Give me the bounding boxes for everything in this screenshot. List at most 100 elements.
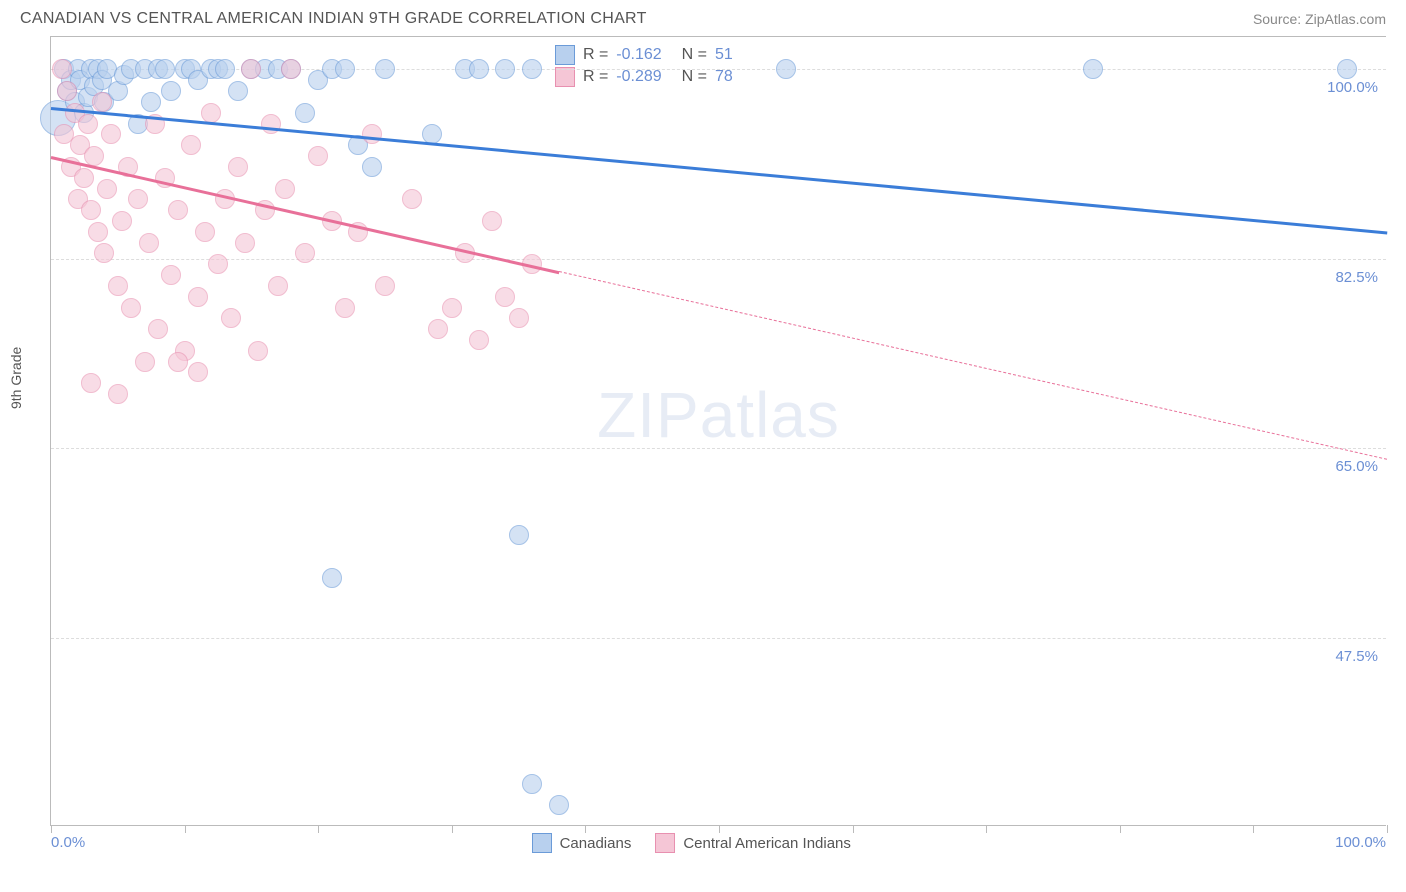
data-point xyxy=(135,352,155,372)
data-point xyxy=(375,59,395,79)
x-tick xyxy=(719,825,720,833)
x-tick xyxy=(1387,825,1388,833)
data-point xyxy=(495,287,515,307)
gridline xyxy=(51,259,1386,260)
data-point xyxy=(509,525,529,545)
legend-label-central: Central American Indians xyxy=(683,835,851,852)
data-point xyxy=(322,568,342,588)
legend-label-canadians: Canadians xyxy=(560,835,632,852)
data-point xyxy=(97,179,117,199)
data-point xyxy=(295,243,315,263)
n-value-central: 78 xyxy=(715,68,733,86)
data-point xyxy=(248,341,268,361)
data-point xyxy=(84,146,104,166)
data-point xyxy=(161,265,181,285)
data-point xyxy=(375,276,395,296)
data-point xyxy=(402,189,422,209)
y-tick-label: 65.0% xyxy=(1335,458,1378,475)
data-point xyxy=(268,276,288,296)
data-point xyxy=(52,59,72,79)
x-label-max: 100.0% xyxy=(1335,834,1386,851)
legend-item-canadians: Canadians xyxy=(532,833,632,853)
gridline xyxy=(51,448,1386,449)
data-point xyxy=(335,59,355,79)
data-point xyxy=(108,276,128,296)
y-tick-label: 82.5% xyxy=(1335,269,1378,286)
regression-line-extrapolated xyxy=(559,271,1388,460)
x-tick xyxy=(185,825,186,833)
r-value-central: -0.289 xyxy=(616,68,661,86)
data-point xyxy=(168,200,188,220)
stats-row-canadians: R = -0.162 N = 51 xyxy=(555,45,745,65)
gridline xyxy=(51,638,1386,639)
n-label: N = xyxy=(682,68,707,86)
data-point xyxy=(78,114,98,134)
n-value-canadians: 51 xyxy=(715,46,733,64)
chart-title: CANADIAN VS CENTRAL AMERICAN INDIAN 9TH … xyxy=(20,10,647,28)
r-label: R = xyxy=(583,46,608,64)
r-label: R = xyxy=(583,68,608,86)
x-tick xyxy=(51,825,52,833)
data-point xyxy=(522,59,542,79)
data-point xyxy=(94,243,114,263)
data-point xyxy=(235,233,255,253)
data-point xyxy=(482,211,502,231)
data-point xyxy=(275,179,295,199)
watermark-atlas: atlas xyxy=(700,379,840,451)
y-axis-title: 9th Grade xyxy=(8,347,24,409)
data-point xyxy=(57,81,77,101)
stats-legend: R = -0.162 N = 51 R = -0.289 N = 78 xyxy=(545,39,755,93)
data-point xyxy=(469,330,489,350)
x-tick xyxy=(318,825,319,833)
data-point xyxy=(168,352,188,372)
data-point xyxy=(139,233,159,253)
x-tick xyxy=(986,825,987,833)
data-point xyxy=(88,222,108,242)
data-point xyxy=(776,59,796,79)
data-point xyxy=(188,362,208,382)
scatter-chart: 9th Grade ZIPatlas R = -0.162 N = 51 R =… xyxy=(50,36,1386,826)
data-point xyxy=(188,287,208,307)
data-point xyxy=(228,157,248,177)
x-label-min: 0.0% xyxy=(51,834,85,851)
data-point xyxy=(495,59,515,79)
data-point xyxy=(549,795,569,815)
x-tick xyxy=(1253,825,1254,833)
data-point xyxy=(215,59,235,79)
data-point xyxy=(201,103,221,123)
data-point xyxy=(295,103,315,123)
data-point xyxy=(522,774,542,794)
data-point xyxy=(469,59,489,79)
data-point xyxy=(335,298,355,318)
data-point xyxy=(362,124,382,144)
data-point xyxy=(241,59,261,79)
x-tick xyxy=(1120,825,1121,833)
y-tick-label: 100.0% xyxy=(1327,79,1378,96)
data-point xyxy=(155,59,175,79)
data-point xyxy=(108,384,128,404)
data-point xyxy=(509,308,529,328)
data-point xyxy=(362,157,382,177)
data-point xyxy=(1083,59,1103,79)
r-value-canadians: -0.162 xyxy=(616,46,661,64)
watermark-zip: ZIP xyxy=(597,379,700,451)
data-point xyxy=(221,308,241,328)
data-point xyxy=(101,124,121,144)
data-point xyxy=(161,81,181,101)
legend-item-central: Central American Indians xyxy=(655,833,851,853)
data-point xyxy=(228,81,248,101)
data-point xyxy=(112,211,132,231)
x-tick xyxy=(585,825,586,833)
swatch-canadians xyxy=(555,45,575,65)
data-point xyxy=(308,146,328,166)
x-tick xyxy=(452,825,453,833)
data-point xyxy=(74,168,94,188)
x-tick xyxy=(853,825,854,833)
regression-line xyxy=(51,107,1387,234)
data-point xyxy=(281,59,301,79)
source-label: Source: ZipAtlas.com xyxy=(1253,11,1386,27)
series-legend: Canadians Central American Indians xyxy=(532,833,851,853)
data-point xyxy=(428,319,448,339)
data-point xyxy=(81,200,101,220)
legend-swatch-central xyxy=(655,833,675,853)
